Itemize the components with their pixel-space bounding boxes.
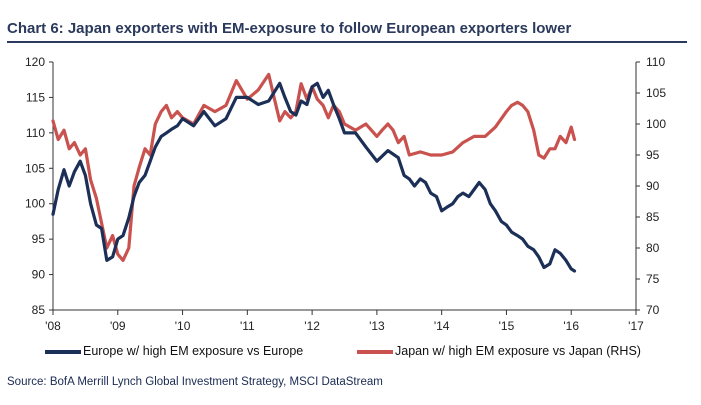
y-left-tick-label: 105 <box>25 161 45 175</box>
x-tick-label: '15 <box>499 319 515 333</box>
legend-japan: Japan w/ high EM exposure vs Japan (RHS) <box>357 344 641 358</box>
x-tick-label: '12 <box>304 319 320 333</box>
y-left-tick-label: 85 <box>32 303 46 317</box>
y-right-tick-label: 95 <box>646 148 660 162</box>
legend-japan-label: Japan w/ high EM exposure vs Japan (RHS) <box>395 344 641 358</box>
series-line-europe <box>51 81 577 273</box>
title-underline <box>7 41 687 43</box>
x-tick-label: '09 <box>110 319 126 333</box>
x-tick-label: '16 <box>563 319 579 333</box>
y-left-tick-label: 115 <box>26 90 45 104</box>
chart-title: Chart 6: Japan exporters with EM-exposur… <box>7 20 572 37</box>
source-note: Source: BofA Merrill Lynch Global Invest… <box>7 376 383 388</box>
y-right-tick-label: 100 <box>646 117 666 131</box>
chart-axes: 85 90 95 100 105 110 115 120 70 75 80 85 90 95 100 105 1… <box>25 55 666 333</box>
y-right-tick-label: 70 <box>646 303 660 317</box>
x-tick-label: '14 <box>434 319 450 333</box>
y-left-tick-label: 100 <box>25 197 45 211</box>
legend-japan-swatch <box>357 349 393 354</box>
y-left-tick-label: 120 <box>25 55 45 69</box>
y-right-tick-label: 85 <box>646 210 660 224</box>
legend-europe-swatch <box>45 349 81 354</box>
y-right-tick-label: 80 <box>646 241 660 255</box>
legend-europe-label: Europe w/ high EM exposure vs Europe <box>83 344 304 358</box>
y-left-tick-label: 90 <box>32 268 46 282</box>
y-right-tick-label: 110 <box>646 55 665 69</box>
y-left-tick-label: 95 <box>32 232 46 246</box>
x-tick-label: '17 <box>628 319 644 333</box>
y-right-tick-label: 75 <box>646 272 660 286</box>
y-left-tick-label: 110 <box>26 126 45 140</box>
legend-europe: Europe w/ high EM exposure vs Europe <box>45 344 303 358</box>
y-right-tick-label: 90 <box>646 179 660 193</box>
x-tick-label: '13 <box>369 319 385 333</box>
chart-series <box>51 72 577 273</box>
x-tick-label: '08 <box>45 319 61 333</box>
x-tick-label: '11 <box>240 319 255 333</box>
x-tick-label: '10 <box>175 319 191 333</box>
y-right-tick-label: 105 <box>646 86 666 100</box>
series-line-japan <box>51 72 577 262</box>
